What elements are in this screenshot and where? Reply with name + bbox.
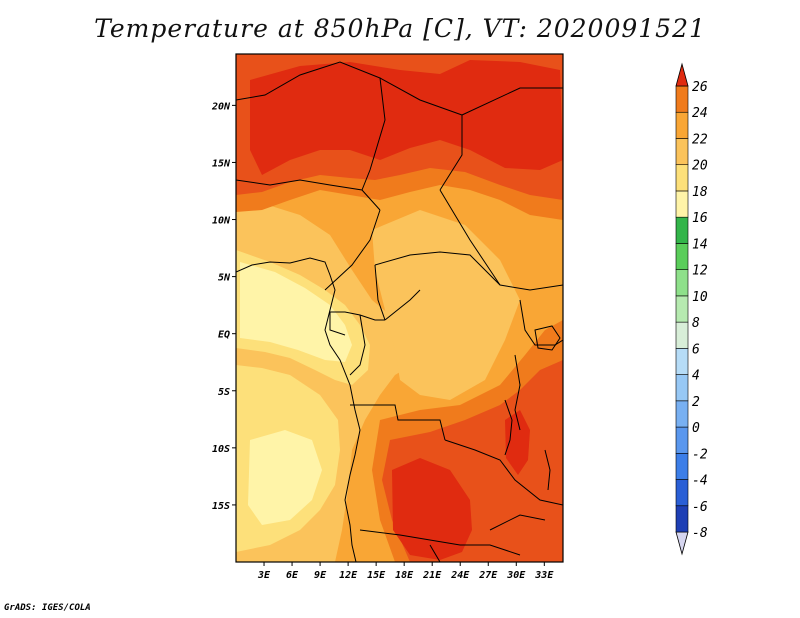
latitude-axis: 20N 15N 10N 5N EQ 5S 10S 15S: [211, 101, 236, 512]
colorbar-label: -6: [692, 500, 708, 515]
lon-tick-label: 9E: [314, 570, 327, 581]
colorbar-overflow-triangle: [675, 62, 689, 87]
colorbar-box: [675, 295, 689, 323]
lake-victoria: [534, 325, 561, 351]
lake-tanganyika: [504, 399, 513, 456]
border-7: [374, 251, 563, 291]
coastline: [236, 257, 361, 562]
colorbar-box: [675, 505, 689, 533]
border-15: [350, 404, 446, 441]
colorbar-box: [675, 321, 689, 349]
colorbar-box: [675, 479, 689, 507]
border-12: [384, 289, 421, 321]
lat-tick-label: 5N: [218, 273, 231, 284]
border-1: [236, 61, 386, 191]
colorbar-box: [675, 111, 689, 139]
lat-tick-label: 5S: [218, 387, 230, 398]
colorbar-label: 4: [692, 369, 700, 384]
lat-tick-label: 10S: [212, 444, 230, 455]
border-13: [519, 299, 563, 346]
border-5: [324, 209, 381, 291]
map-title: Temperature at 850hPa [C], VT: 202009152…: [94, 14, 706, 43]
colorbar-label: -4: [692, 474, 708, 489]
colorbar-box: [675, 190, 689, 218]
colorbar-label: 26: [692, 80, 708, 95]
map-frame: [235, 53, 564, 563]
colorbar-label: 8: [692, 316, 700, 331]
lake-malawi: [544, 449, 551, 491]
colorbar-box: [675, 164, 689, 192]
lon-tick-label: 12E: [339, 570, 358, 581]
lon-tick-label: 6E: [286, 570, 299, 581]
border-10: [329, 312, 346, 336]
colorbar-label: 10: [692, 290, 708, 305]
colorbar-box: [675, 400, 689, 428]
field-south-26: [392, 458, 472, 560]
colorbar-label: 24: [692, 106, 708, 121]
credit-label: GrADS: IGES/COLA: [4, 603, 91, 613]
lon-tick-label: 30E: [506, 570, 526, 581]
border-16: [444, 439, 563, 506]
colorbar-box: [675, 138, 689, 166]
lat-tick-label: 15N: [212, 158, 231, 169]
colorbar-box: [675, 269, 689, 297]
lon-tick-label: 21E: [422, 570, 442, 581]
colorbar-box: [675, 348, 689, 375]
lon-tick-label: 24E: [450, 570, 470, 581]
colorbar-label: 2: [692, 395, 700, 410]
lat-tick-label: 10N: [212, 216, 231, 227]
colorbar-label: 12: [692, 264, 708, 279]
colorbar-label: -2: [692, 447, 708, 462]
border-6: [439, 189, 501, 286]
lon-tick-label: 15E: [367, 570, 386, 581]
lon-tick-label: 33E: [534, 570, 554, 581]
colorbar-label: 0: [692, 421, 700, 436]
colorbar-label: 22: [692, 132, 708, 147]
field-central-18: [372, 210, 520, 400]
colorbar-label: 18: [692, 185, 708, 200]
colorbar-label: 20: [692, 159, 708, 174]
field-palest-14: [240, 262, 352, 362]
longitude-axis: 3E 6E 9E 12E 15E 18E 21E 24E 27E 30E 33E: [257, 562, 554, 581]
lon-tick-label: 27E: [478, 570, 498, 581]
border-8: [374, 264, 386, 321]
colorbar-label: 14: [692, 237, 708, 252]
border-19: [489, 514, 546, 531]
colorbar-label: 16: [692, 211, 708, 226]
colorbar-box: [675, 85, 689, 113]
colorbar-box: [675, 452, 689, 480]
lon-tick-label: 18E: [395, 570, 414, 581]
lat-tick-label: 15S: [212, 501, 230, 512]
colorbar-box: [675, 243, 689, 270]
lat-tick-label: 20N: [211, 101, 231, 112]
field-palest-14-b: [248, 430, 322, 525]
colorbar-label: 6: [692, 342, 700, 357]
colorbar-box: [675, 374, 689, 402]
colorbar-label: -8: [692, 526, 708, 541]
colorbar-underflow-triangle: [675, 531, 689, 556]
lon-tick-label: 3E: [257, 570, 271, 581]
colorbar-box: [675, 216, 689, 244]
border-17: [359, 529, 521, 556]
boundaries: [236, 61, 563, 562]
field-north-26: [250, 60, 563, 175]
border-3: [461, 87, 563, 116]
lat-tick-label: EQ: [218, 330, 230, 341]
border-18: [429, 544, 441, 562]
border-14: [514, 354, 521, 431]
colorbar-box: [675, 426, 689, 454]
border-4: [236, 179, 381, 211]
border-11: [349, 314, 366, 376]
